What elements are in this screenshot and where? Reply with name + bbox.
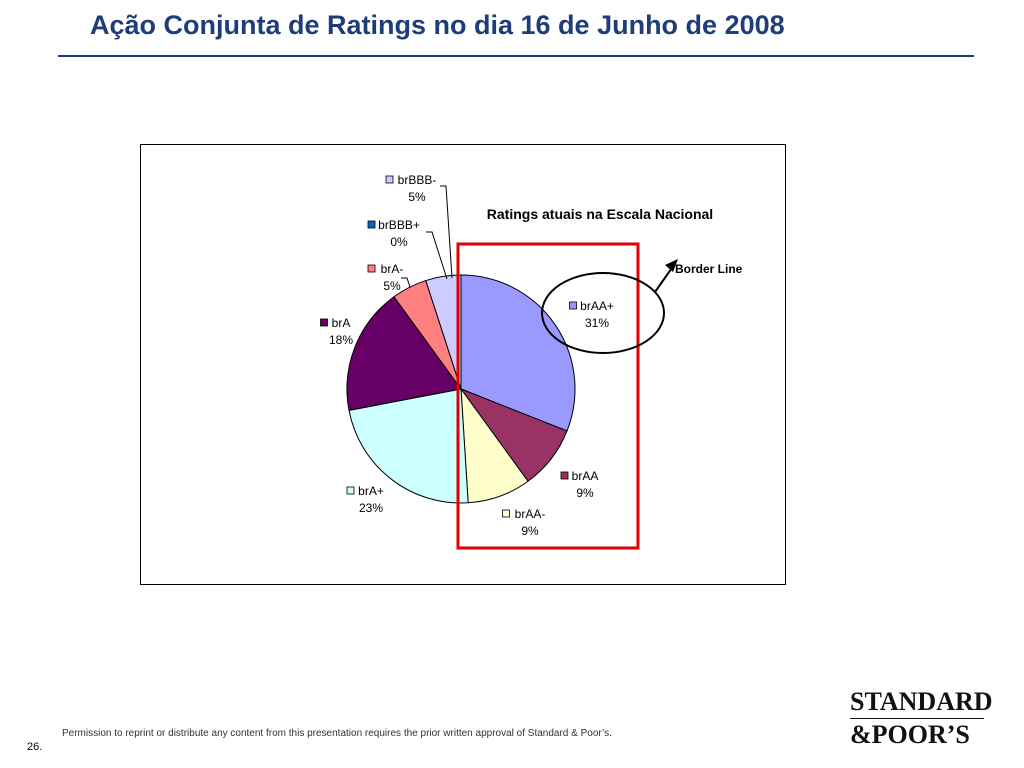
pie-slice-brAAplus <box>460 274 576 432</box>
slice-percent-brAAminus: 9% <box>521 524 539 538</box>
legend-swatch-brA <box>320 318 328 327</box>
slice-percent-brAplus: 23% <box>359 501 383 515</box>
slice-percent-brAAplus: 31% <box>585 316 609 330</box>
slice-label-brAminus: brA- <box>381 262 404 276</box>
border-line-arrowhead <box>665 259 678 272</box>
page-number: 26. <box>27 741 43 753</box>
footer-permission-note: Permission to reprint or distribute any … <box>62 728 612 739</box>
slice-label-brAA: brAA <box>572 469 599 483</box>
leader-line <box>440 185 453 279</box>
logo-line-2: &POOR’S <box>850 720 970 749</box>
title-divider <box>58 55 974 57</box>
slice-percent-brBBBminus: 5% <box>408 190 426 204</box>
slice-label-brBBBminus: brBBB- <box>398 173 437 187</box>
legend-swatch-brBBBplus <box>367 220 376 229</box>
pie-slice-brAplus <box>348 388 469 504</box>
border-line-annotation: Border Line <box>675 262 743 276</box>
sp-logo: STANDARD &POOR’S <box>850 688 1000 749</box>
slice-label-brA: brA <box>332 316 351 330</box>
slice-label-brAAminus: brAA- <box>515 507 546 521</box>
slice-label-brAAplus: brAA+ <box>580 299 614 313</box>
chart-title: Ratings atuais na Escala Nacional <box>487 206 713 222</box>
leader-line <box>401 277 411 288</box>
slice-percent-brA: 18% <box>329 333 353 347</box>
legend-swatch-brAAplus <box>569 301 577 310</box>
legend-swatch-brAA <box>560 471 569 480</box>
slice-label-brBBBplus: brBBB+ <box>378 218 420 232</box>
slide-title: Ação Conjunta de Ratings no dia 16 de Ju… <box>90 10 785 40</box>
slice-label-brAplus: brA+ <box>358 484 384 498</box>
slice-percent-brAminus: 5% <box>383 279 401 293</box>
legend-swatch-brAplus <box>346 486 355 495</box>
slice-percent-brAA: 9% <box>576 486 594 500</box>
pie-slice-brBBBminus <box>425 274 462 390</box>
slice-percent-brBBBplus: 0% <box>390 235 408 249</box>
logo-separator <box>850 718 984 719</box>
leader-line <box>426 231 448 280</box>
legend-swatch-brBBBminus <box>385 175 394 184</box>
pie-slice-brA <box>346 296 462 411</box>
logo-line-1: STANDARD <box>850 687 993 716</box>
highlight-box <box>456 242 640 550</box>
legend-swatch-brAminus <box>367 264 376 273</box>
legend-swatch-brAAminus <box>502 509 510 518</box>
border-line-ellipse <box>541 272 665 354</box>
